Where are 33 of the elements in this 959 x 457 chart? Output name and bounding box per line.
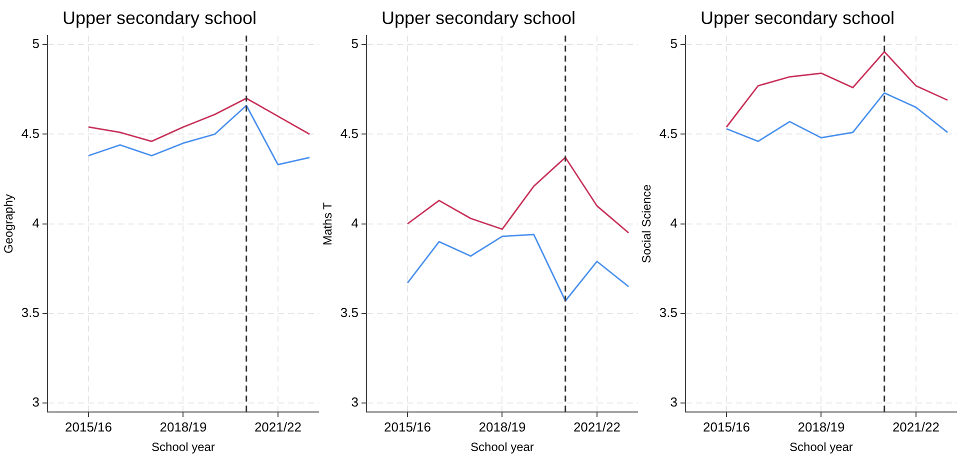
x-axis-title: School year [790, 440, 853, 454]
y-tick-label: 4 [351, 215, 358, 230]
x-tick-label: 2021/22 [573, 419, 620, 434]
y-tick-label: 4 [32, 215, 40, 230]
y-tick-label: 3 [670, 394, 678, 410]
x-tick-label: 2015/16 [384, 419, 432, 434]
y-tick-label: 4.5 [21, 126, 40, 141]
y-tick-label: 3 [32, 394, 40, 410]
chart-title: Upper secondary school [62, 8, 257, 28]
y-axis-title: Maths T [320, 202, 335, 246]
y-tick-label: 5 [670, 36, 678, 52]
y-tick-label: 3.5 [21, 304, 40, 320]
x-tick-label: 2018/19 [478, 419, 526, 434]
x-tick-label: 2021/22 [254, 419, 302, 434]
y-tick-label: 3 [351, 394, 358, 410]
x-axis-title: School year [470, 440, 534, 454]
y-tick-label: 5 [351, 36, 358, 52]
y-tick-label: 4 [670, 215, 678, 230]
x-tick-label: 2018/19 [160, 419, 207, 434]
chart-title: Upper secondary school [700, 8, 895, 28]
chart-title: Upper secondary school [381, 8, 576, 28]
y-tick-label: 4.5 [340, 126, 358, 141]
y-tick-label: 3.5 [659, 304, 678, 320]
x-tick-label: 2015/16 [703, 419, 750, 434]
y-axis-title: Geography [2, 194, 16, 254]
x-tick-label: 2018/19 [798, 419, 845, 434]
y-axis-title: Social Science [640, 184, 654, 264]
y-tick-label: 5 [32, 36, 40, 52]
x-axis-title: School year [152, 440, 215, 454]
y-tick-label: 3.5 [340, 304, 358, 320]
x-tick-label: 2021/22 [892, 419, 940, 434]
y-tick-label: 4.5 [659, 126, 678, 141]
x-tick-label: 2015/16 [65, 419, 112, 434]
